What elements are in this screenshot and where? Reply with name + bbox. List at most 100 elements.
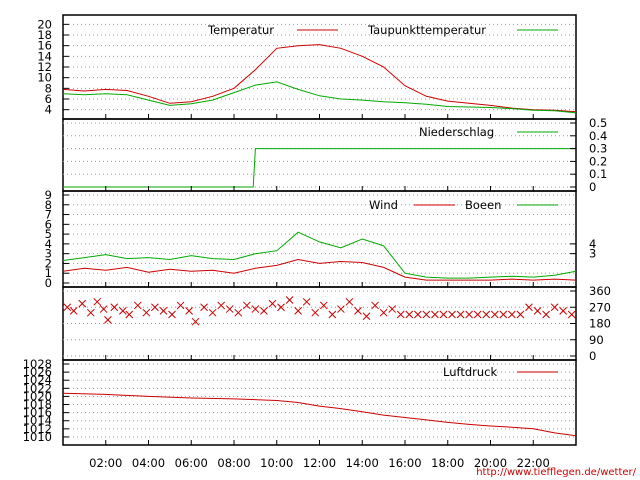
series-line-taupunkttemperatur xyxy=(62,81,577,114)
wind-direction-point xyxy=(525,303,533,312)
wind-direction-point xyxy=(242,301,251,310)
wind-direction-point xyxy=(542,310,550,319)
y-tick-label: 7 xyxy=(45,208,52,222)
y-right-tick-label: 4 xyxy=(589,237,596,251)
y-tick-label: 1016 xyxy=(23,406,52,420)
wind-direction-point xyxy=(567,310,576,319)
wind-direction-point xyxy=(110,303,119,312)
wind-direction-point xyxy=(379,308,388,317)
series-line-temperatur xyxy=(62,44,577,113)
y-right-tick-label: 180 xyxy=(589,317,611,331)
wind-direction-point xyxy=(465,310,473,319)
y-tick-label: 20 xyxy=(37,17,52,31)
x-tick-label: 08:00 xyxy=(217,456,250,470)
wind-direction-point xyxy=(191,317,200,326)
y-right-tick-label: 360 xyxy=(589,284,611,298)
y-right-tick-label: 0 xyxy=(589,180,596,194)
wind-direction-point xyxy=(396,310,405,319)
wind-direction-point xyxy=(151,303,159,312)
wind-direction-point xyxy=(99,305,108,313)
wind-direction-point xyxy=(328,310,337,319)
wind-direction-point xyxy=(86,308,95,317)
wind-direction-point xyxy=(63,303,72,312)
x-tick-label: 04:00 xyxy=(132,456,165,470)
wind-direction-point xyxy=(185,307,193,315)
y-tick-label: 5 xyxy=(45,227,52,241)
y-tick-label: 1020 xyxy=(23,389,52,403)
y-right-tick-label: 0 xyxy=(589,349,596,363)
wind-direction-point xyxy=(159,307,168,315)
wind-direction-point xyxy=(431,310,439,319)
wind-direction-point xyxy=(508,310,516,319)
footer-url[interactable]: http://www.tiefflegen.de/wetter/ xyxy=(476,467,636,478)
wind-direction-point xyxy=(456,310,465,319)
wind-direction-point xyxy=(516,310,525,319)
wind-direction-point xyxy=(354,307,362,315)
wind-direction-point xyxy=(422,310,431,319)
y-tick-label: 1028 xyxy=(23,357,52,371)
wind-direction-point xyxy=(118,307,127,315)
legend-niederschlag: Niederschlag xyxy=(419,125,494,139)
y-tick-label: 9 xyxy=(45,188,52,202)
wind-direction-point xyxy=(133,301,142,310)
y-tick-label: 18 xyxy=(37,28,52,42)
y-right-tick-label: 3 xyxy=(589,247,596,261)
legend-luftdruck: Luftdruck xyxy=(443,365,497,379)
y-tick-label: 1014 xyxy=(23,414,52,428)
wind-direction-point xyxy=(337,305,345,313)
y-tick-label: 0 xyxy=(45,276,52,290)
y-tick-label: 12 xyxy=(37,60,52,74)
x-tick-label: 02:00 xyxy=(89,456,122,470)
x-tick-label: 16:00 xyxy=(388,456,421,470)
legend-wind: Wind xyxy=(369,198,398,212)
legend-boeen: Boeen xyxy=(465,198,501,212)
precip-panel-frame xyxy=(62,118,577,192)
y-right-tick-label: 270 xyxy=(589,300,611,314)
y-tick-label: 4 xyxy=(45,237,52,251)
wind-direction-point xyxy=(78,299,87,308)
wind-direction-point xyxy=(69,307,78,315)
y-tick-label: 1010 xyxy=(23,430,52,444)
legend-temperatur: Temperatur xyxy=(207,23,274,37)
wind-direction-point xyxy=(294,307,302,315)
series-line-wind xyxy=(62,258,577,281)
x-tick-label: 06:00 xyxy=(175,456,208,470)
y-right-tick-label: 0.3 xyxy=(589,142,607,156)
x-tick-label: 20:00 xyxy=(474,456,507,470)
wind-direction-point xyxy=(208,308,217,317)
legend-taupunkt: Taupunkttemperatur xyxy=(367,23,486,37)
y-tick-label: 1024 xyxy=(23,373,52,387)
x-tick-label: 14:00 xyxy=(346,456,379,470)
y-tick-label: 14 xyxy=(37,49,52,63)
series-line-luftdruck xyxy=(62,392,577,437)
series-line-niederschlag xyxy=(63,148,576,188)
temp-panel-frame xyxy=(62,14,577,120)
wind-direction-point xyxy=(217,301,226,310)
x-tick-label: 18:00 xyxy=(431,456,464,470)
wind-direction-point xyxy=(225,305,234,313)
y-tick-label: 1 xyxy=(45,266,52,280)
y-tick-label: 1018 xyxy=(23,398,52,412)
y-tick-label: 16 xyxy=(37,39,52,53)
x-tick-label: 22:00 xyxy=(517,456,550,470)
y-tick-label: 1012 xyxy=(23,422,52,436)
wind-direction-point xyxy=(125,310,134,319)
pressure-panel-frame xyxy=(62,359,577,446)
y-right-tick-label: 90 xyxy=(589,333,604,347)
wind-direction-point xyxy=(448,310,456,319)
y-tick-label: 1022 xyxy=(23,381,52,395)
wind-direction-point xyxy=(302,297,311,306)
y-tick-label: 8 xyxy=(45,198,52,212)
wind-direction-point xyxy=(142,308,151,317)
y-tick-label: 10 xyxy=(37,71,52,85)
x-tick-label: 10:00 xyxy=(260,456,293,470)
wind-direction-point xyxy=(234,308,243,317)
y-tick-label: 4 xyxy=(45,103,52,117)
y-tick-label: 3 xyxy=(45,247,52,261)
wind-direction-point xyxy=(168,310,176,319)
wind-direction-point xyxy=(499,310,508,319)
y-right-tick-label: 0.4 xyxy=(589,129,607,143)
wind-direction-point xyxy=(482,310,491,319)
wind-direction-point xyxy=(285,296,294,304)
